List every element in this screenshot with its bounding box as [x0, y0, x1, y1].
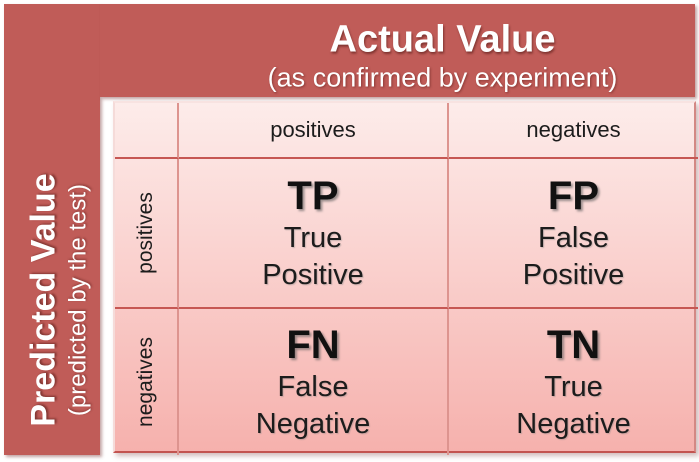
row-header-positives: positives — [115, 159, 179, 309]
cell-false-negative-content: FN False Negative — [256, 321, 370, 443]
column-header-negatives: negatives — [449, 103, 698, 159]
cell-false-negative: FN False Negative — [179, 309, 449, 455]
row-header-negatives-label: negatives — [134, 337, 157, 427]
predicted-value-band: Predicted Value (predicted by the test) — [4, 4, 100, 455]
false-positive-word2: Positive — [522, 259, 625, 291]
actual-value-label-group: Actual Value (as confirmed by experiment… — [268, 17, 618, 94]
cell-false-positive-content: FP False Positive — [523, 172, 625, 294]
cell-true-positive: TP True Positive — [179, 159, 449, 309]
true-negative-abbr: TN — [546, 323, 601, 367]
actual-value-subtitle: (as confirmed by experiment) — [267, 62, 618, 92]
cell-false-positive: FP False Positive — [449, 159, 698, 309]
false-positive-word1: False — [538, 222, 609, 254]
column-header-positives: positives — [179, 103, 449, 159]
false-negative-word1: False — [277, 371, 349, 403]
true-positive-abbr: TP — [287, 174, 339, 218]
true-negative-word2: Negative — [516, 408, 631, 440]
false-negative-word2: Negative — [255, 408, 371, 440]
predicted-value-label-group: Predicted Value (predicted by the test) — [24, 173, 93, 426]
row-header-negatives: negatives — [115, 309, 179, 455]
true-positive-word1: True — [283, 222, 343, 254]
cell-true-positive-content: TP True Positive — [262, 172, 364, 294]
false-negative-abbr: FN — [286, 323, 340, 367]
corner-cell — [115, 103, 179, 159]
false-positive-abbr: FP — [547, 174, 600, 218]
confusion-matrix-table: positives negatives positives TP True Po… — [113, 101, 698, 455]
row-header-positives-label: positives — [134, 192, 158, 274]
actual-value-band: Actual Value (as confirmed by experiment… — [100, 4, 695, 97]
cell-true-negative: TN True Negative — [449, 309, 698, 455]
predicted-value-subtitle: (predicted by the test) — [64, 183, 92, 417]
predicted-value-title: Predicted Value — [24, 173, 63, 427]
true-positive-word2: Positive — [262, 259, 364, 291]
true-negative-word1: True — [544, 371, 603, 403]
cell-true-negative-content: TN True Negative — [516, 321, 630, 443]
actual-value-title: Actual Value — [329, 18, 556, 60]
